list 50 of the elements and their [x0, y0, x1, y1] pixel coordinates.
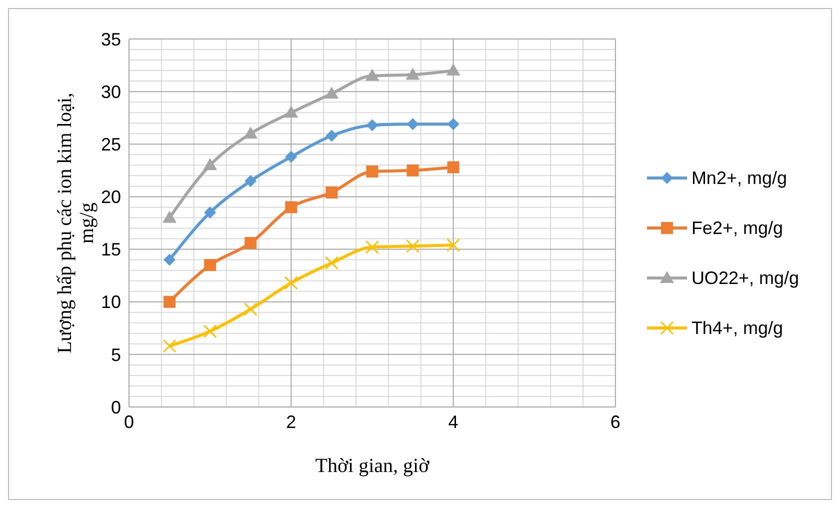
legend-label: Th4+, mg/g [691, 318, 783, 338]
y-axis-title: Lượng hấp phụ các ion kim loại, mg/g [54, 92, 98, 354]
point [204, 206, 216, 218]
x-axis-title: Thời gian, giờ [315, 455, 430, 477]
point [203, 158, 218, 170]
point [406, 164, 419, 176]
point [244, 302, 258, 316]
legend-label: Fe2+, mg/g [691, 218, 783, 238]
x-tick-label: 0 [124, 412, 134, 432]
point [244, 126, 258, 139]
point [447, 161, 460, 174]
x-tick-label: 6 [610, 412, 620, 432]
point [285, 201, 298, 214]
point [365, 240, 379, 254]
point [284, 106, 298, 118]
point [244, 174, 257, 187]
point [406, 239, 420, 253]
y-tick-label: 15 [100, 240, 121, 260]
point [284, 276, 298, 290]
point [324, 86, 339, 99]
point [446, 238, 460, 252]
y-tick-label: 0 [110, 397, 121, 418]
x-tick-label: 2 [286, 412, 296, 432]
point [366, 165, 378, 178]
point [164, 254, 176, 266]
point [164, 296, 176, 308]
x-tick-label: 4 [448, 412, 458, 432]
point [162, 339, 176, 353]
y-tick-label: 35 [100, 29, 121, 50]
point [162, 210, 177, 223]
point [406, 68, 420, 80]
legend-label: UO22+, mg/g [691, 268, 799, 288]
point [365, 68, 380, 81]
y-tick-label: 25 [100, 134, 121, 155]
point [244, 236, 257, 249]
point [326, 186, 338, 199]
point [204, 259, 216, 272]
point [366, 119, 378, 132]
y-tick-label: 10 [100, 292, 121, 312]
point [324, 256, 338, 270]
y-tick-label: 30 [100, 82, 121, 102]
y-tick-label: 20 [100, 187, 121, 208]
point [203, 324, 217, 338]
point [406, 118, 419, 130]
point [446, 64, 460, 76]
point [326, 130, 338, 142]
y-tick-label: 5 [110, 344, 121, 365]
legend-label: Mn2+, mg/g [691, 168, 787, 188]
point [285, 150, 298, 163]
point [447, 118, 460, 130]
